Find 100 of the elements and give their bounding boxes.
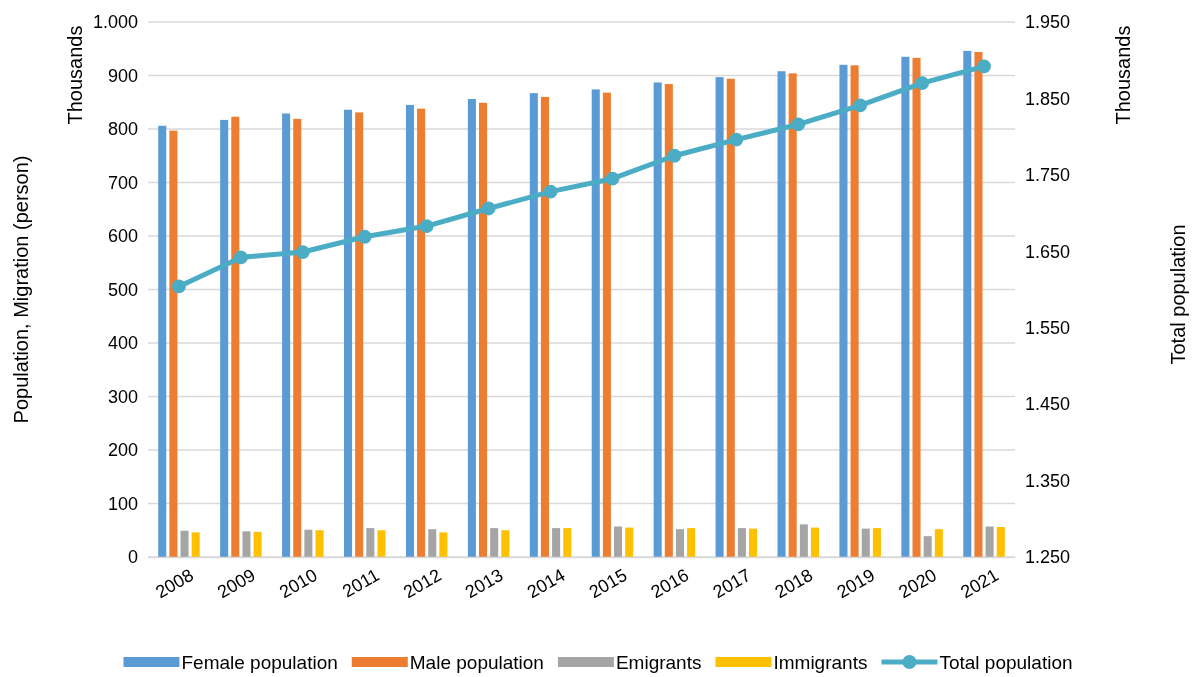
y2-tick-label: 1.350 <box>1025 470 1071 491</box>
y-tick-label: 200 <box>107 440 138 461</box>
bar <box>687 528 696 557</box>
bar <box>996 527 1005 557</box>
bar <box>850 65 859 557</box>
x-tick-label: 2009 <box>214 564 259 603</box>
legend-label: Immigrants <box>773 652 868 673</box>
bar <box>861 528 870 557</box>
bar <box>479 102 488 557</box>
bar <box>963 50 972 557</box>
y-tick-label: 900 <box>107 65 138 86</box>
bar <box>839 64 848 557</box>
bar <box>315 530 324 557</box>
bar <box>180 530 189 557</box>
bar <box>540 96 549 557</box>
point <box>172 279 186 294</box>
bar <box>625 527 634 557</box>
x-tick-label: 2015 <box>585 564 631 603</box>
bar <box>923 536 932 557</box>
y-tick-label: 800 <box>107 119 138 140</box>
y-axis-title: Population, Migration (person) <box>10 155 32 424</box>
text: Thousands <box>1112 25 1134 125</box>
point <box>357 229 372 244</box>
y2-axis-title: Total population <box>1167 224 1189 365</box>
x-tick-label: 2014 <box>523 564 569 603</box>
bar <box>715 77 724 557</box>
bar <box>602 92 611 557</box>
legend-label: Total population <box>939 652 1073 673</box>
bar <box>366 528 375 557</box>
bar <box>653 82 662 557</box>
bar <box>737 528 746 557</box>
y-tick-label: 600 <box>107 226 138 247</box>
bar <box>467 99 476 557</box>
y-tick-label: 700 <box>107 172 138 193</box>
bar <box>231 116 240 557</box>
y2-tick-label: 1.550 <box>1025 317 1071 338</box>
y-tick-label: 100 <box>107 493 138 514</box>
bar <box>810 527 819 557</box>
bar <box>501 530 510 557</box>
bar <box>749 528 758 557</box>
bar <box>675 529 684 557</box>
y-tick-label: 300 <box>107 386 138 407</box>
x-tick-label: 2008 <box>152 564 197 603</box>
y2-tick-label: 1.850 <box>1025 88 1071 109</box>
bar <box>777 71 786 557</box>
bar <box>591 89 600 557</box>
y-tick-label: 1.000 <box>92 12 138 33</box>
bar <box>405 104 414 557</box>
x-tick-label: 2016 <box>647 564 693 603</box>
x-tick-label: 2019 <box>833 564 879 603</box>
point <box>481 201 496 216</box>
bar <box>614 526 623 557</box>
y-tick-label: 400 <box>107 333 138 354</box>
bar <box>726 78 735 557</box>
y-tick-label: 500 <box>107 279 138 300</box>
x-tick-label: 2013 <box>461 564 507 603</box>
bar <box>439 532 448 557</box>
bar <box>799 524 808 557</box>
bar <box>158 125 167 557</box>
bar <box>253 531 262 557</box>
point <box>729 132 744 147</box>
x-tick-label: 2021 <box>957 564 1002 603</box>
y2-tick-label: 1.950 <box>1025 12 1071 33</box>
point <box>543 184 558 199</box>
bar <box>355 112 364 557</box>
bar <box>912 57 921 557</box>
x-tick-label: 2012 <box>399 564 445 603</box>
x-tick-label: 2018 <box>771 564 817 603</box>
bar <box>664 84 673 557</box>
text: Thousands <box>64 25 86 125</box>
x-tick-label: 2017 <box>709 564 755 603</box>
bar <box>872 528 881 557</box>
point <box>915 76 930 91</box>
point <box>605 171 620 186</box>
y2-tick-label: 1.250 <box>1025 547 1071 568</box>
bar <box>242 531 251 557</box>
bar <box>788 73 797 557</box>
bar <box>934 529 943 557</box>
y2-tick-label: 1.750 <box>1025 165 1071 186</box>
bar <box>344 109 353 557</box>
y2-tick-label: 1.450 <box>1025 394 1071 415</box>
bar <box>169 130 178 557</box>
bar <box>563 528 572 557</box>
x-tick-label: 2020 <box>895 564 940 603</box>
bar <box>428 529 437 557</box>
bar <box>282 113 291 557</box>
bar <box>417 108 426 557</box>
bar <box>985 526 994 557</box>
point <box>791 117 806 132</box>
bar <box>220 119 229 557</box>
bar <box>293 118 302 557</box>
legend-label: Female population <box>181 652 338 673</box>
bar <box>901 56 910 557</box>
point <box>977 59 991 74</box>
bar <box>377 530 386 557</box>
legend-label: Male population <box>409 652 544 673</box>
bar <box>529 93 538 557</box>
y2-tick-label: 1.650 <box>1025 241 1071 262</box>
x-tick-label: 2010 <box>276 564 321 603</box>
bar <box>304 529 313 557</box>
